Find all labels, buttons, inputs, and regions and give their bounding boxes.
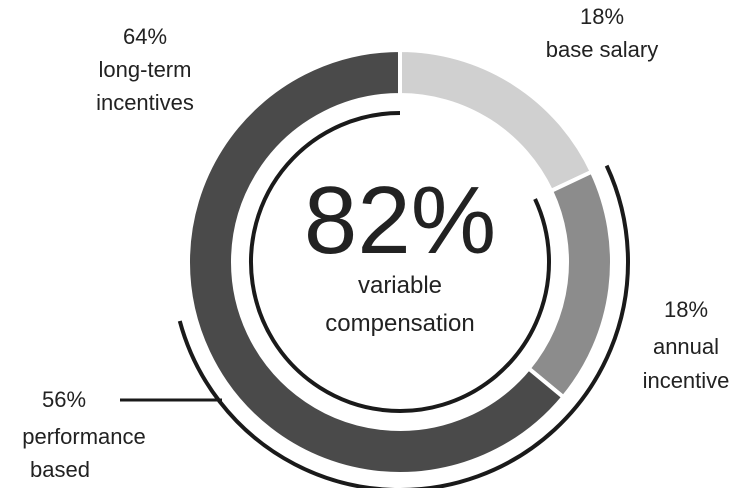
variable-compensation-bracket-arc: [249, 111, 551, 413]
long-term-name-line2: incentives: [96, 90, 194, 115]
slice-long-term-incentives: [186, 47, 567, 476]
performance-name-line2: based: [30, 457, 90, 482]
performance-based-bracket-arc: [177, 164, 630, 488]
annual-incentive-name-line1: annual: [653, 334, 719, 359]
long-term-percent-label: 64%: [123, 24, 167, 49]
center-label-line1: variable: [358, 272, 442, 299]
long-term-name-line1: long-term: [99, 57, 192, 82]
base-salary-percent-label: 18%: [580, 4, 624, 29]
performance-name-line1: performance: [22, 424, 146, 449]
center-percent: 82%: [304, 167, 496, 274]
donut-slices: [186, 47, 614, 476]
slice-annual-incentive: [525, 169, 614, 400]
base-salary-name-label: base salary: [546, 37, 659, 62]
bracket-lines: [120, 111, 630, 488]
annual-incentive-percent-label: 18%: [664, 297, 708, 322]
annual-incentive-name-line2: incentive: [643, 368, 730, 393]
center-label-line2: compensation: [325, 310, 474, 337]
performance-percent-label: 56%: [42, 387, 86, 412]
